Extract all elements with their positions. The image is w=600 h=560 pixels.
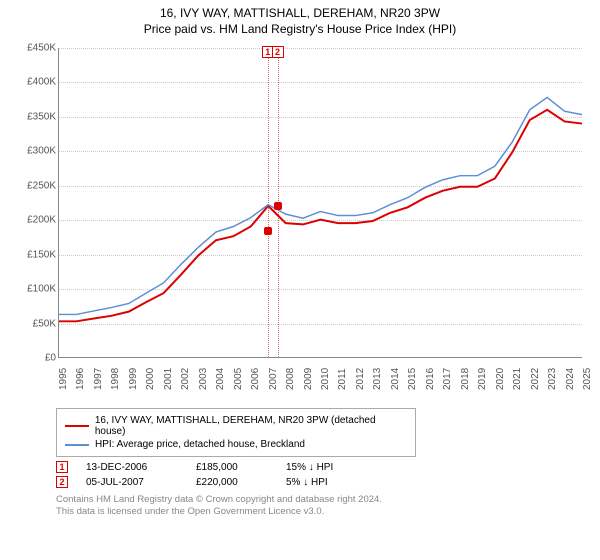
sale-price: £220,000: [196, 477, 286, 488]
sale-pin: 2: [56, 476, 68, 488]
series-line: [59, 97, 582, 314]
marker-dot: [274, 202, 282, 210]
plot-area: 12: [58, 48, 582, 358]
y-axis-label: £400K: [18, 77, 56, 88]
series-line: [59, 110, 582, 322]
sale-delta: 5% ↓ HPI: [286, 477, 376, 488]
y-axis-label: £0: [18, 353, 56, 364]
sale-date: 05-JUL-2007: [86, 477, 196, 488]
x-axis-label: 2025: [582, 368, 600, 390]
y-axis-label: £350K: [18, 111, 56, 122]
chart-container: 16, IVY WAY, MATTISHALL, DEREHAM, NR20 3…: [0, 0, 600, 525]
y-axis-label: £50K: [18, 318, 56, 329]
sale-delta: 15% ↓ HPI: [286, 462, 376, 473]
sale-date: 13-DEC-2006: [86, 462, 196, 473]
y-axis-label: £300K: [18, 146, 56, 157]
marker-pin: 2: [272, 46, 284, 58]
legend-swatch: [65, 425, 89, 427]
footnote: Contains HM Land Registry data © Crown c…: [56, 494, 582, 519]
y-axis-label: £200K: [18, 215, 56, 226]
marker-dot: [264, 227, 272, 235]
sales-table: 1 13-DEC-2006£185,00015% ↓ HPI 2 05-JUL-200…: [56, 461, 582, 488]
sale-pin: 1: [56, 461, 68, 473]
y-axis-label: £150K: [18, 249, 56, 260]
legend-label: HPI: Average price, detached house, Brec…: [95, 439, 305, 450]
sale-row: 2 05-JUL-2007£220,0005% ↓ HPI: [56, 476, 582, 488]
line-series: [59, 48, 582, 357]
y-axis-label: £250K: [18, 180, 56, 191]
sale-row: 1 13-DEC-2006£185,00015% ↓ HPI: [56, 461, 582, 473]
sale-price: £185,000: [196, 462, 286, 473]
chart-title: 16, IVY WAY, MATTISHALL, DEREHAM, NR20 3…: [8, 6, 592, 20]
legend: 16, IVY WAY, MATTISHALL, DEREHAM, NR20 3…: [56, 408, 416, 457]
legend-swatch: [65, 444, 89, 446]
y-axis-label: £450K: [18, 43, 56, 54]
legend-label: 16, IVY WAY, MATTISHALL, DEREHAM, NR20 3…: [95, 415, 407, 437]
footnote-line: This data is licensed under the Open Gov…: [56, 506, 582, 518]
legend-item: 16, IVY WAY, MATTISHALL, DEREHAM, NR20 3…: [65, 415, 407, 437]
chart-subtitle: Price paid vs. HM Land Registry's House …: [8, 22, 592, 36]
legend-item: HPI: Average price, detached house, Brec…: [65, 439, 407, 450]
y-axis-label: £100K: [18, 284, 56, 295]
footnote-line: Contains HM Land Registry data © Crown c…: [56, 494, 582, 506]
chart-area: £0 £50K £100K £150K £200K £250K £300K £350K £400…: [18, 42, 588, 402]
